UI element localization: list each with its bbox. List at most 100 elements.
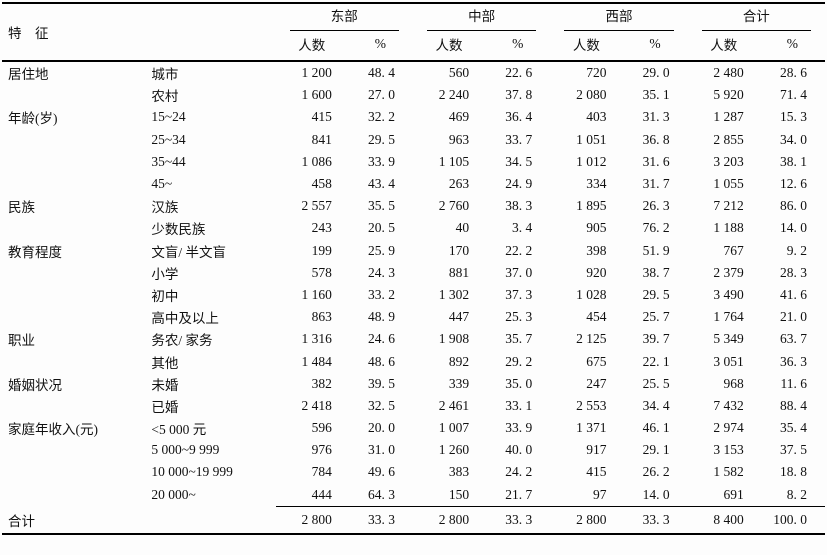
row-category-label: 务农/ 家务 [151, 333, 213, 349]
cell-count: 247 [586, 375, 607, 391]
cell-percent: 12. 6 [780, 176, 807, 192]
subheader-percent: % [512, 36, 524, 51]
cell-count: 1 200 [301, 65, 332, 81]
subheader-count: 人数 [572, 38, 600, 53]
row-group-label: 年龄(岁) [8, 111, 58, 127]
row-group-label [2, 129, 149, 151]
table-row: 高中及以上 863 48. 9 447 25. 3 454 25. 7 1 764 21. 0 [2, 306, 825, 328]
subheader-count: 人数 [435, 38, 463, 53]
cell-percent: 36. 3 [780, 353, 807, 369]
row-group-label [2, 306, 149, 328]
region-header-east-label: 东部 [289, 5, 399, 31]
cell-percent: 14. 0 [780, 220, 807, 236]
cell-percent: 36. 8 [642, 131, 670, 147]
subheader-count: 人数 [710, 38, 738, 53]
row-category-label: 农村 [151, 89, 179, 105]
cell-percent: 21. 7 [505, 486, 533, 502]
cell-percent: 29. 5 [367, 131, 395, 147]
cell-count: 1 007 [438, 420, 470, 436]
region-header-central-label: 中部 [426, 5, 537, 31]
row-category-label: 小学 [151, 266, 179, 282]
table-row: 年龄(岁) 15~24 415 32. 2 469 36. 4 403 31. 3 1 287 1… [2, 106, 825, 128]
row-group-label: 婚姻状况 [8, 377, 62, 393]
cell-count: 1 764 [713, 309, 744, 325]
cell-percent: 15. 3 [780, 109, 807, 125]
cell-count: 5 349 [713, 331, 744, 347]
cell-percent: 38. 7 [642, 264, 670, 280]
row-group-label: 居住地 [8, 67, 49, 83]
cell-count: 3 153 [713, 442, 744, 458]
row-category-label: 35~44 [151, 153, 186, 169]
cell-percent: 14. 0 [642, 486, 670, 502]
region-header-total-label: 合计 [701, 5, 811, 31]
cell-percent: 25. 5 [642, 375, 670, 391]
cell-percent: 34. 0 [780, 131, 807, 147]
row-category-label: 其他 [151, 355, 179, 371]
cell-percent: 37. 3 [505, 286, 533, 302]
cell-count: 892 [448, 353, 470, 369]
cell-count: 447 [448, 309, 470, 325]
cell-count: 382 [311, 375, 332, 391]
row-group-label: 民族 [8, 200, 35, 216]
cell-count: 403 [586, 109, 607, 125]
cell-count: 1 028 [576, 286, 607, 302]
cell-count: 917 [586, 442, 607, 458]
cell-count: 2 557 [301, 198, 332, 214]
cell-count: 968 [723, 375, 744, 391]
cell-count: 1 582 [713, 464, 744, 480]
cell-count: 334 [586, 176, 607, 192]
cell-count: 2 240 [438, 87, 470, 103]
region-header-west: 西部 [550, 3, 687, 31]
cell-count: 905 [586, 220, 607, 236]
row-group-label: 家庭年收入(元) [8, 422, 98, 438]
cell-percent: 18. 8 [780, 464, 807, 480]
cell-percent: 25. 3 [505, 309, 533, 325]
cell-count: 5 920 [713, 87, 744, 103]
region-header-total: 合计 [688, 3, 825, 31]
cell-percent: 24. 6 [367, 331, 395, 347]
cell-count: 454 [586, 309, 607, 325]
cell-count: 1 260 [438, 442, 470, 458]
cell-percent: 34. 5 [505, 153, 533, 169]
cell-count: 1 012 [576, 153, 607, 169]
cell-percent: 21. 0 [780, 309, 807, 325]
cell-count: 339 [448, 375, 470, 391]
cell-count: 398 [586, 242, 607, 258]
table-row: 45~ 458 43. 4 263 24. 9 334 31. 7 1 055 12. 6 [2, 173, 825, 195]
cell-percent: 26. 2 [642, 464, 670, 480]
subheader-percent: % [786, 36, 799, 51]
cell-count: 863 [311, 309, 332, 325]
cell-percent: 51. 9 [642, 242, 670, 258]
cell-percent: 37. 8 [505, 87, 533, 103]
cell-percent: 49. 6 [367, 464, 395, 480]
cell-count: 1 302 [438, 286, 470, 302]
cell-count: 841 [311, 131, 332, 147]
table-row: 民族 汉族 2 557 35. 5 2 760 38. 3 1 895 26. 3 7 212 8… [2, 195, 825, 217]
cell-count: 2 553 [576, 397, 607, 413]
cell-count: 444 [311, 486, 332, 502]
row-group-label [2, 395, 149, 417]
row-category-label: 未婚 [151, 377, 179, 393]
cell-percent: 28. 3 [780, 264, 807, 280]
table-row: 职业 务农/ 家务 1 316 24. 6 1 908 35. 7 2 125 39. 7 5 … [2, 328, 825, 350]
cell-count: 2 974 [713, 420, 744, 436]
cell-percent: 35. 1 [642, 87, 670, 103]
cell-percent: 33. 7 [505, 131, 533, 147]
cell-count: 3 490 [713, 286, 744, 302]
cell-count: 1 055 [713, 176, 744, 192]
feature-column-header: 特 征 [8, 26, 49, 41]
cell-count: 1 188 [713, 220, 744, 236]
cell-count: 2 760 [438, 198, 470, 214]
cell-percent: 29. 0 [642, 65, 670, 81]
table-row: 10 000~19 999 784 49. 6 383 24. 2 415 26. 2 1 5… [2, 461, 825, 483]
cell-count: 578 [311, 264, 332, 280]
table-body: 居住地 城市 1 200 48. 4 560 22. 6 720 29. 0 2 480 28. … [2, 61, 825, 534]
cell-percent: 64. 3 [367, 486, 395, 502]
cell-percent: 35. 4 [780, 420, 807, 436]
subheader-percent: % [649, 36, 661, 51]
cell-count: 2 855 [713, 131, 744, 147]
cell-count: 3 203 [713, 153, 744, 169]
row-category-label: 汉族 [151, 200, 179, 216]
cell-percent: 29. 1 [642, 442, 670, 458]
